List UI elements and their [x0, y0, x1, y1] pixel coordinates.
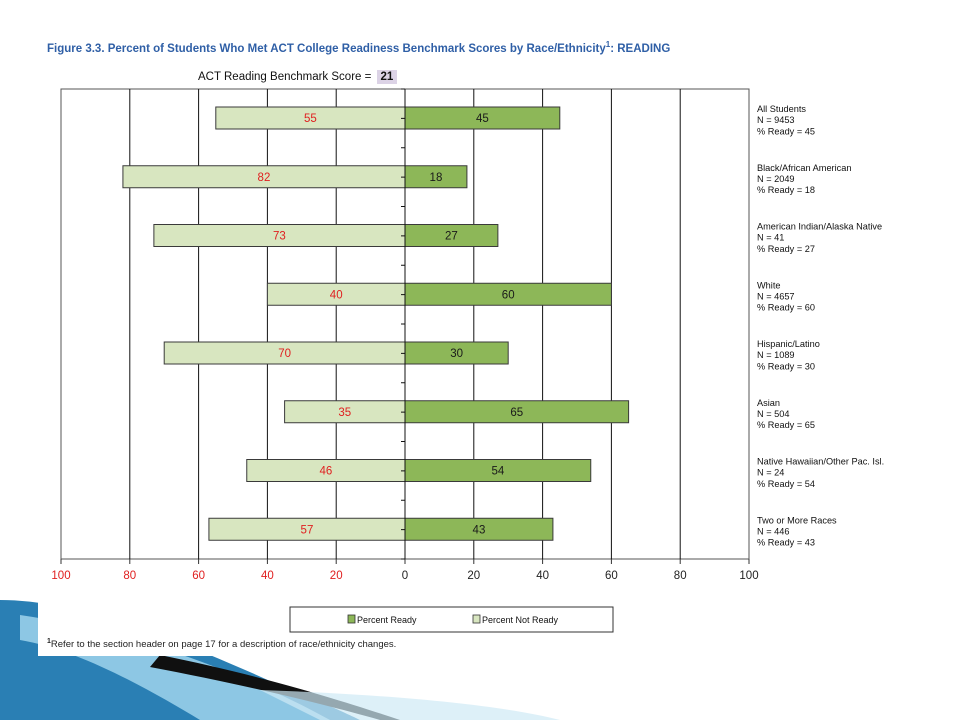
category-label-line: % Ready = 45 [757, 126, 815, 136]
figure-title-suffix: : READING [610, 42, 671, 55]
data-label-ready: 45 [476, 113, 489, 125]
category-label-line: % Ready = 27 [757, 244, 815, 254]
x-tick-label: 100 [51, 570, 70, 582]
data-label-ready: 65 [510, 407, 523, 419]
data-label-not-ready: 55 [304, 113, 317, 125]
figure-title-footnote-marker: 1 [605, 40, 611, 49]
x-tick-label: 100 [739, 570, 758, 582]
benchmark-score-label: ACT Reading Benchmark Score = 21 [198, 70, 398, 84]
category-label-line: N = 4657 [757, 291, 795, 301]
benchmark-label-text: ACT Reading Benchmark Score = [198, 71, 375, 83]
category-label-line: % Ready = 60 [757, 303, 815, 313]
x-tick-label: 40 [536, 570, 549, 582]
footnote-marker: 1 [47, 638, 51, 645]
category-label-line: N = 1089 [757, 350, 795, 360]
data-label-ready: 27 [445, 231, 458, 243]
data-label-ready: 18 [430, 172, 443, 184]
category-label-line: Hispanic/Latino [757, 339, 820, 349]
category-label-line: % Ready = 30 [757, 361, 815, 371]
category-label-line: N = 504 [757, 409, 789, 419]
x-tick-label: 80 [674, 570, 687, 582]
category-label-line: % Ready = 54 [757, 479, 815, 489]
x-tick-label: 60 [605, 570, 618, 582]
category-label-line: All Students [757, 104, 806, 114]
data-label-ready: 60 [502, 289, 515, 301]
figure-title-text: Figure 3.3. Percent of Students Who Met … [47, 42, 606, 55]
data-label-ready: 43 [473, 524, 486, 536]
legend-box [289, 606, 614, 633]
legend-label-percent-not-ready: Percent Not Ready [482, 615, 559, 625]
category-label-line: Black/African American [757, 163, 851, 173]
data-label-ready: 54 [491, 466, 504, 478]
data-label-ready: 30 [450, 348, 463, 360]
category-label-line: Two or More Races [757, 515, 837, 525]
figure-title: Figure 3.3. Percent of Students Who Met … [47, 40, 670, 55]
category-label-line: Asian [757, 398, 780, 408]
x-tick-label: 60 [192, 570, 205, 582]
data-label-not-ready: 73 [273, 231, 286, 243]
data-label-not-ready: 70 [278, 348, 291, 360]
data-label-not-ready: 40 [330, 289, 343, 301]
category-label-line: N = 446 [757, 526, 789, 536]
legend-swatch-percent-not-ready [472, 614, 481, 624]
x-tick-label: 0 [402, 570, 408, 582]
data-label-not-ready: 46 [319, 466, 332, 478]
data-label-not-ready: 57 [301, 524, 314, 536]
footnote: 1Refer to the section header on page 17 … [47, 638, 396, 650]
category-label-line: N = 24 [757, 468, 784, 478]
category-label-line: N = 2049 [757, 174, 795, 184]
category-label-line: % Ready = 18 [757, 185, 815, 195]
data-label-not-ready: 35 [338, 407, 351, 419]
x-tick-label: 40 [261, 570, 274, 582]
legend-label-percent-ready: Percent Ready [357, 615, 417, 625]
category-label-line: N = 9453 [757, 115, 795, 125]
category-label-line: N = 41 [757, 233, 784, 243]
data-label-not-ready: 82 [258, 172, 271, 184]
category-label-line: Native Hawaiian/Other Pac. Isl. [757, 457, 884, 467]
x-tick-label: 80 [123, 570, 136, 582]
category-label-line: % Ready = 65 [757, 420, 815, 430]
category-label-line: White [757, 280, 781, 290]
category-label-line: % Ready = 43 [757, 538, 815, 548]
benchmark-score-value: 21 [376, 70, 398, 84]
category-label-line: American Indian/Alaska Native [757, 222, 882, 232]
legend-swatch-percent-ready [347, 614, 356, 624]
x-tick-label: 20 [330, 570, 343, 582]
footnote-text: Refer to the section header on page 17 f… [50, 639, 397, 651]
x-tick-label: 20 [467, 570, 480, 582]
